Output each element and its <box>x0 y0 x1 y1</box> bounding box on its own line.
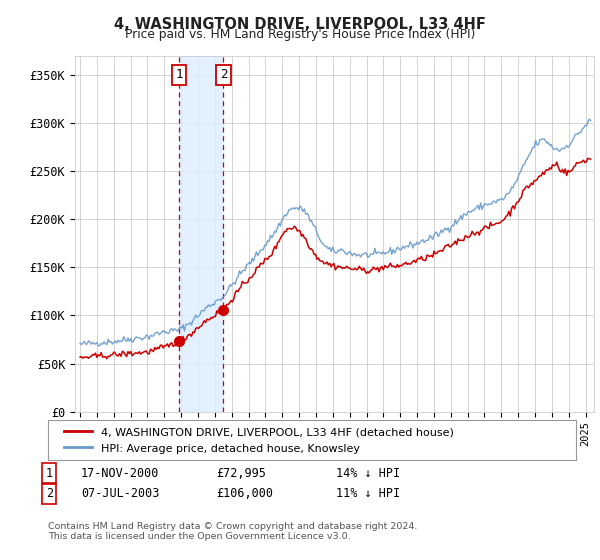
Text: 1: 1 <box>46 466 53 480</box>
Bar <box>179 56 223 412</box>
Text: £106,000: £106,000 <box>216 487 273 501</box>
Text: 14% ↓ HPI: 14% ↓ HPI <box>336 466 400 480</box>
Text: Contains HM Land Registry data © Crown copyright and database right 2024.
This d: Contains HM Land Registry data © Crown c… <box>48 522 418 542</box>
Text: 17-NOV-2000: 17-NOV-2000 <box>81 466 160 480</box>
Text: 1: 1 <box>175 68 183 81</box>
Text: 2: 2 <box>46 487 53 501</box>
Legend: 4, WASHINGTON DRIVE, LIVERPOOL, L33 4HF (detached house), HPI: Average price, de: 4, WASHINGTON DRIVE, LIVERPOOL, L33 4HF … <box>60 422 458 458</box>
Text: £72,995: £72,995 <box>216 466 266 480</box>
Text: 2: 2 <box>220 68 227 81</box>
Text: 4, WASHINGTON DRIVE, LIVERPOOL, L33 4HF: 4, WASHINGTON DRIVE, LIVERPOOL, L33 4HF <box>114 17 486 32</box>
Text: 11% ↓ HPI: 11% ↓ HPI <box>336 487 400 501</box>
Text: Price paid vs. HM Land Registry's House Price Index (HPI): Price paid vs. HM Land Registry's House … <box>125 28 475 41</box>
Text: 07-JUL-2003: 07-JUL-2003 <box>81 487 160 501</box>
